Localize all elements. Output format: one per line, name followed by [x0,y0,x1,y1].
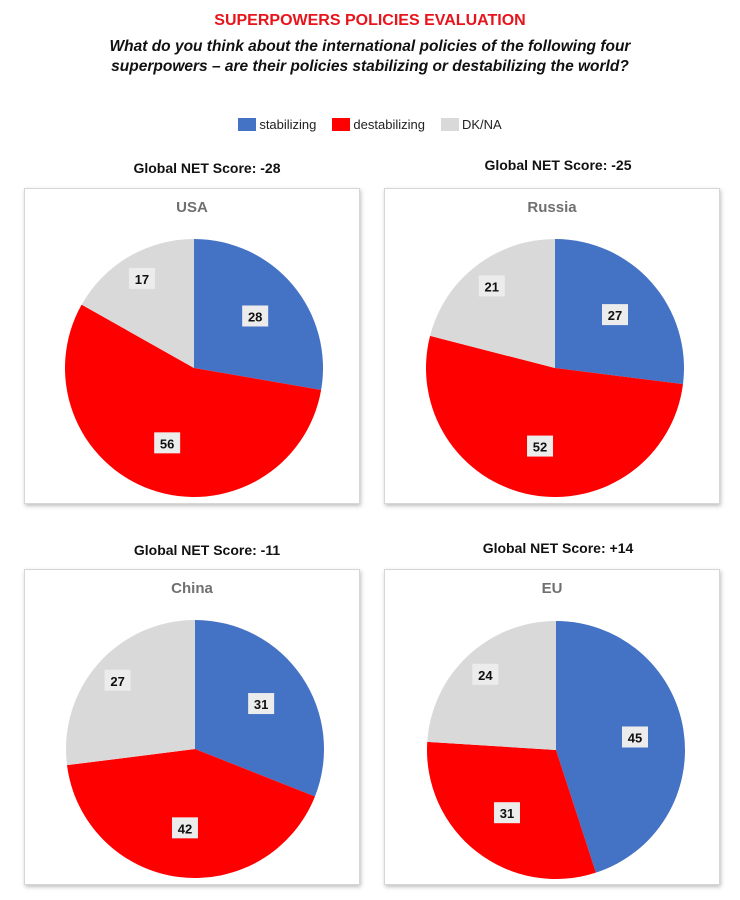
pie-chart-russia: 27 52 21 [426,239,684,497]
legend-swatch-destabilizing [332,118,351,131]
data-label-text-usa-dkna: 17 [135,272,149,287]
data-label-bg-usa-stabilizing [242,305,269,327]
pie-slice-eu-stabilizing [556,621,685,873]
data-label-text-usa-destabilizing: 56 [160,436,174,451]
data-label-bg-usa-destabilizing [154,432,181,454]
data-label-russia-stabilizing: 27 [601,304,628,326]
pie-chart-china: 31 42 27 [66,620,324,878]
data-label-bg-eu-stabilizing [621,726,648,748]
pie-slice-usa-dkna [81,239,194,368]
data-label-usa-destabilizing: 56 [154,432,181,454]
data-label-bg-russia-dkna [478,275,505,297]
data-label-eu-destabilizing: 31 [493,802,520,824]
chart-subtitle: What do you think about the internationa… [109,38,631,75]
net-score-russia: Global NET Score: -25 [484,157,632,173]
legend-item-stabilizing: stabilizing [238,117,316,132]
data-label-bg-china-destabilizing [171,817,198,839]
legend-label-destabilizing: destabilizing [353,117,425,132]
pie-title-russia: Russia [527,199,577,216]
data-label-text-russia-stabilizing: 27 [608,308,622,323]
data-label-bg-eu-destabilizing [493,802,520,824]
legend-item-dkna: DK/NA [440,117,502,132]
net-score-eu: Global NET Score: +14 [482,540,634,556]
legend: stabilizing destabilizing DK/NA [0,117,740,132]
legend-label-stabilizing: stabilizing [259,117,317,132]
pie-panel-russia: Russia 27 52 21 [384,188,720,504]
data-label-china-stabilizing: 31 [248,693,275,715]
data-label-china-destabilizing: 42 [171,817,198,839]
data-label-text-russia-destabilizing: 52 [533,440,547,455]
pie-title-china: China [171,580,213,597]
data-label-text-eu-dkna: 24 [478,668,493,683]
data-label-bg-eu-dkna [472,663,499,685]
legend-swatch-stabilizing [238,118,257,131]
data-label-bg-russia-stabilizing [601,304,628,326]
data-label-text-russia-dkna: 21 [485,279,499,294]
data-label-russia-dkna: 21 [478,275,505,297]
data-label-russia-destabilizing: 52 [527,435,554,457]
pie-slice-russia-dkna [430,239,555,368]
data-label-text-china-dkna: 27 [110,674,124,689]
chart-title: SUPERPOWERS POLICIES EVALUATION [214,12,526,29]
data-label-text-usa-stabilizing: 28 [248,309,262,324]
legend-swatch-dkna [440,118,459,131]
pie-slice-usa-destabilizing [65,304,322,497]
data-label-text-china-stabilizing: 31 [254,697,268,712]
data-label-bg-china-stabilizing [248,693,275,715]
data-label-text-eu-stabilizing: 45 [628,730,642,745]
pie-slice-china-destabilizing [67,749,315,878]
pie-panel-eu: EU 45 31 24 [384,569,720,885]
data-label-usa-stabilizing: 28 [242,305,269,327]
data-label-bg-russia-destabilizing [527,435,554,457]
pie-slice-china-dkna [66,620,195,766]
legend-label-dkna: DK/NA [461,117,502,132]
pie-slice-russia-destabilizing [426,335,683,497]
legend-item-destabilizing: destabilizing [332,117,425,132]
data-label-text-china-destabilizing: 42 [178,821,192,836]
pie-panel-usa: USA 28 56 17 [24,188,360,504]
data-label-china-dkna: 27 [104,669,131,691]
net-score-china: Global NET Score: -11 [133,542,281,558]
data-label-bg-china-dkna [104,669,131,691]
pie-chart-eu: 45 31 24 [426,621,685,879]
data-label-usa-dkna: 17 [128,267,155,289]
data-label-eu-dkna: 24 [472,663,499,685]
pie-slice-eu-dkna [427,621,556,750]
pie-chart-usa: 28 56 17 [65,239,323,497]
net-score-usa: Global NET Score: -28 [133,160,281,176]
data-label-bg-usa-dkna [128,267,155,289]
pie-title-usa: USA [176,199,208,216]
pie-title-eu: EU [541,580,563,597]
pie-panel-china: China 31 42 27 [24,569,360,885]
data-label-eu-stabilizing: 45 [621,726,648,748]
data-label-text-eu-destabilizing: 31 [500,806,514,821]
